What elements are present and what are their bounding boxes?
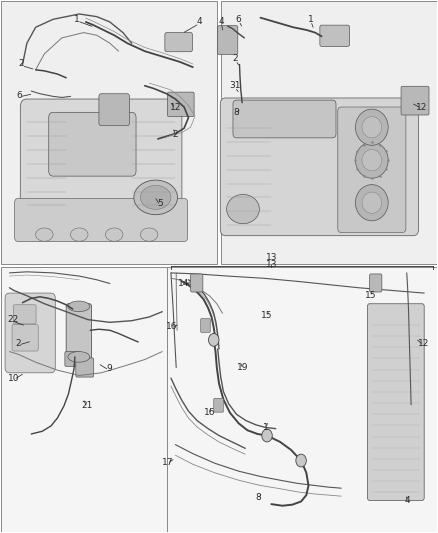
Text: 6: 6 xyxy=(16,91,22,100)
Text: 1: 1 xyxy=(308,15,314,24)
Ellipse shape xyxy=(71,228,88,241)
FancyBboxPatch shape xyxy=(76,358,94,377)
FancyBboxPatch shape xyxy=(99,94,130,126)
FancyBboxPatch shape xyxy=(320,25,350,46)
Ellipse shape xyxy=(68,352,90,362)
Text: 1: 1 xyxy=(263,423,269,432)
Text: 13: 13 xyxy=(265,253,277,262)
Ellipse shape xyxy=(356,184,388,221)
Circle shape xyxy=(262,429,272,442)
Ellipse shape xyxy=(106,228,123,241)
FancyBboxPatch shape xyxy=(66,304,92,360)
Circle shape xyxy=(296,454,306,467)
FancyBboxPatch shape xyxy=(12,325,38,351)
Text: 8: 8 xyxy=(233,108,239,117)
Ellipse shape xyxy=(141,228,158,241)
Circle shape xyxy=(208,334,219,346)
FancyBboxPatch shape xyxy=(20,99,182,221)
Text: 15: 15 xyxy=(365,291,377,300)
FancyBboxPatch shape xyxy=(367,304,424,500)
FancyBboxPatch shape xyxy=(370,274,382,292)
FancyBboxPatch shape xyxy=(167,92,194,117)
Ellipse shape xyxy=(356,109,388,146)
FancyBboxPatch shape xyxy=(13,305,36,324)
FancyBboxPatch shape xyxy=(218,26,238,54)
Text: 2: 2 xyxy=(15,339,21,348)
Ellipse shape xyxy=(362,117,381,138)
FancyBboxPatch shape xyxy=(65,352,80,367)
Text: 14: 14 xyxy=(178,279,190,288)
FancyBboxPatch shape xyxy=(338,107,406,232)
Text: 17: 17 xyxy=(162,458,173,466)
FancyBboxPatch shape xyxy=(233,100,336,138)
FancyBboxPatch shape xyxy=(14,198,187,241)
Text: 22: 22 xyxy=(7,315,18,324)
Text: 12: 12 xyxy=(417,102,428,111)
Ellipse shape xyxy=(134,180,177,215)
FancyBboxPatch shape xyxy=(165,33,192,52)
Ellipse shape xyxy=(141,185,171,209)
Text: 2: 2 xyxy=(19,59,25,68)
Text: 4: 4 xyxy=(405,496,410,505)
Text: 13: 13 xyxy=(265,261,277,269)
Ellipse shape xyxy=(362,192,381,213)
Text: 4: 4 xyxy=(219,18,224,27)
Text: 12: 12 xyxy=(418,339,429,348)
Text: 16: 16 xyxy=(166,321,177,330)
Text: 9: 9 xyxy=(106,364,112,373)
Ellipse shape xyxy=(35,228,53,241)
Text: 1: 1 xyxy=(74,15,80,24)
FancyBboxPatch shape xyxy=(401,86,429,115)
Bar xyxy=(221,1,437,264)
Text: 2: 2 xyxy=(233,54,238,62)
Text: 21: 21 xyxy=(81,401,93,410)
FancyBboxPatch shape xyxy=(220,98,419,236)
Text: 6: 6 xyxy=(236,15,241,24)
FancyBboxPatch shape xyxy=(191,274,203,292)
Text: 4: 4 xyxy=(197,18,202,27)
FancyBboxPatch shape xyxy=(214,398,223,412)
Text: 12: 12 xyxy=(170,102,181,111)
Bar xyxy=(166,266,437,532)
Text: 19: 19 xyxy=(237,363,249,372)
Ellipse shape xyxy=(356,142,388,178)
Bar xyxy=(1,266,166,532)
Text: 15: 15 xyxy=(261,311,273,320)
Ellipse shape xyxy=(68,301,90,312)
Bar xyxy=(1,1,217,264)
Text: 16: 16 xyxy=(204,408,215,417)
Text: 8: 8 xyxy=(255,493,261,502)
FancyBboxPatch shape xyxy=(5,293,55,373)
Text: 10: 10 xyxy=(8,374,20,383)
Text: 5: 5 xyxy=(157,199,163,208)
Text: 31: 31 xyxy=(229,81,240,90)
FancyBboxPatch shape xyxy=(49,112,136,176)
Text: 2: 2 xyxy=(173,130,178,139)
FancyBboxPatch shape xyxy=(201,319,210,333)
Ellipse shape xyxy=(226,195,259,224)
Ellipse shape xyxy=(362,150,381,171)
